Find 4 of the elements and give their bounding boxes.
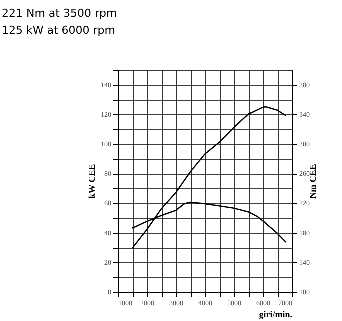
chart-title: 221 Nm at 3500 rpm	[2, 7, 118, 20]
y-axis-title: kW CEE	[87, 164, 97, 199]
chart-subtitle: 125 kW at 6000 rpm	[2, 24, 116, 37]
x-axis-title: giri/min.	[259, 310, 292, 320]
